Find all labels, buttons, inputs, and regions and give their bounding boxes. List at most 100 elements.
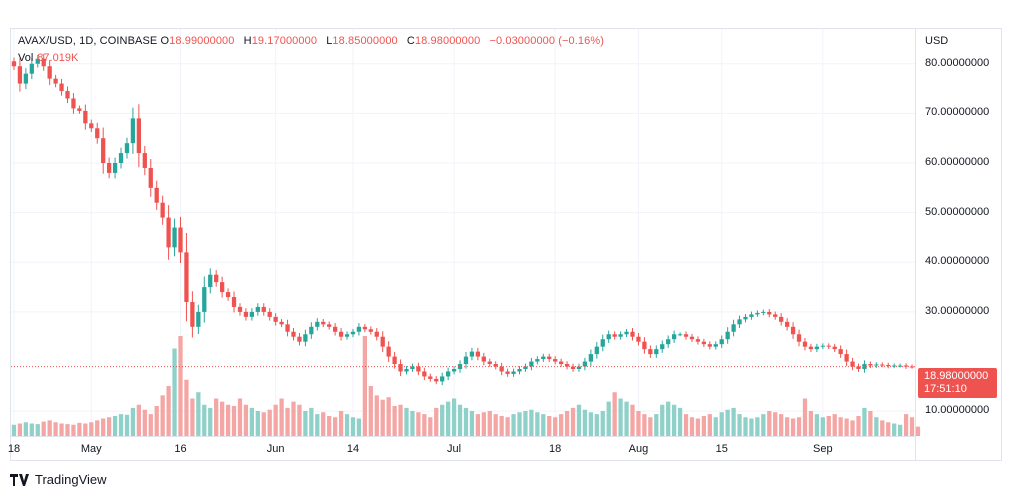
candle-body — [136, 118, 142, 154]
candle-body — [243, 311, 249, 317]
volume-bar — [374, 395, 379, 436]
y-tick-label: 80.00000000 — [925, 56, 990, 69]
volume-bar — [547, 416, 552, 436]
candle-body — [309, 326, 314, 335]
candle-body — [535, 359, 540, 362]
volume-bar — [796, 417, 802, 436]
volume-bar — [618, 398, 623, 436]
volume-bar — [701, 416, 707, 436]
candle-body — [404, 368, 409, 372]
candle-body — [814, 346, 820, 350]
candle-body — [511, 371, 516, 374]
candle-body — [880, 364, 885, 366]
candle-body — [392, 356, 397, 365]
volume-bar — [445, 401, 451, 436]
candle-body — [874, 364, 879, 366]
volume-bar — [677, 407, 683, 436]
candle-body — [249, 311, 255, 317]
y-tick-label: 40.00000000 — [925, 255, 990, 268]
volume-bar — [874, 417, 879, 436]
candle-body — [903, 365, 909, 367]
volume-bar — [59, 423, 64, 436]
candle-body — [219, 282, 225, 293]
candle-body — [11, 61, 17, 67]
candle-body — [106, 163, 112, 173]
volume-bar — [856, 416, 861, 436]
tradingview-brand[interactable]: TradingView — [10, 472, 107, 487]
volume-bar — [624, 401, 629, 436]
candle-body — [196, 311, 201, 327]
candle-body — [297, 336, 302, 342]
volume-bar — [386, 397, 391, 436]
volume-bar — [909, 417, 915, 436]
candle-body — [344, 334, 350, 337]
volume-bar — [570, 407, 576, 436]
volume-bar — [315, 414, 320, 436]
candle-body — [475, 351, 481, 357]
volume-bar — [725, 409, 730, 436]
volume-bar — [826, 416, 831, 436]
volume-bar — [761, 414, 766, 436]
volume-bar — [475, 414, 481, 436]
candle-body — [416, 366, 421, 372]
candle-body — [142, 153, 147, 168]
candle-body — [499, 366, 504, 372]
candle-body — [469, 351, 475, 357]
candle-body — [683, 334, 689, 337]
candle-body — [856, 366, 861, 369]
volume-bar — [279, 398, 284, 436]
candle-body — [808, 346, 814, 350]
candle-body — [225, 292, 231, 298]
candle-body — [47, 66, 52, 79]
volume-bar — [65, 424, 70, 436]
candle-body — [35, 58, 40, 64]
candle-body — [707, 344, 712, 347]
candle-body — [844, 354, 849, 362]
volume-bar — [29, 423, 34, 436]
candle-body — [582, 361, 588, 367]
currency-label[interactable]: USD — [925, 35, 949, 47]
candle-body — [553, 359, 558, 362]
candle-body — [255, 306, 260, 312]
volume-bar — [291, 401, 296, 436]
volume-bar — [118, 414, 124, 436]
x-tick-label: Jun — [266, 443, 285, 455]
candle-body — [671, 334, 677, 340]
volume-bar — [463, 407, 469, 436]
volume-bar — [243, 404, 249, 436]
candle-body — [356, 326, 362, 332]
candle-body — [576, 366, 582, 369]
x-tick-label: May — [80, 443, 102, 455]
candle-body — [261, 306, 266, 312]
candle-body — [89, 123, 94, 129]
candle-body — [487, 361, 492, 365]
candle-body — [440, 376, 445, 382]
candle-body — [784, 321, 790, 327]
candle-body — [570, 366, 576, 369]
candle-body — [178, 227, 183, 253]
brand-name: TradingView — [35, 472, 107, 487]
candle-body — [529, 361, 534, 367]
volume-bar — [214, 398, 219, 436]
candle-body — [701, 341, 707, 345]
y-tick-label: 60.00000000 — [925, 156, 990, 168]
candle-body — [588, 354, 594, 362]
volume-bar — [767, 411, 772, 436]
volume-bar — [148, 414, 153, 436]
candle-body — [101, 138, 106, 164]
countdown-value: 17:51:10 — [924, 383, 967, 395]
candle-body — [660, 344, 665, 350]
candle-body — [517, 368, 522, 372]
candle-body — [118, 153, 124, 164]
candle-body — [190, 301, 195, 327]
volume-bar — [225, 404, 231, 436]
candle-body — [327, 324, 332, 327]
candle-body — [547, 356, 552, 360]
candle-body — [737, 319, 742, 325]
volume-bar — [422, 414, 427, 436]
volume-bar — [612, 392, 617, 436]
volume-bar — [362, 336, 368, 436]
candle-body — [214, 274, 219, 283]
open-value: 18.99000000 — [169, 35, 235, 47]
